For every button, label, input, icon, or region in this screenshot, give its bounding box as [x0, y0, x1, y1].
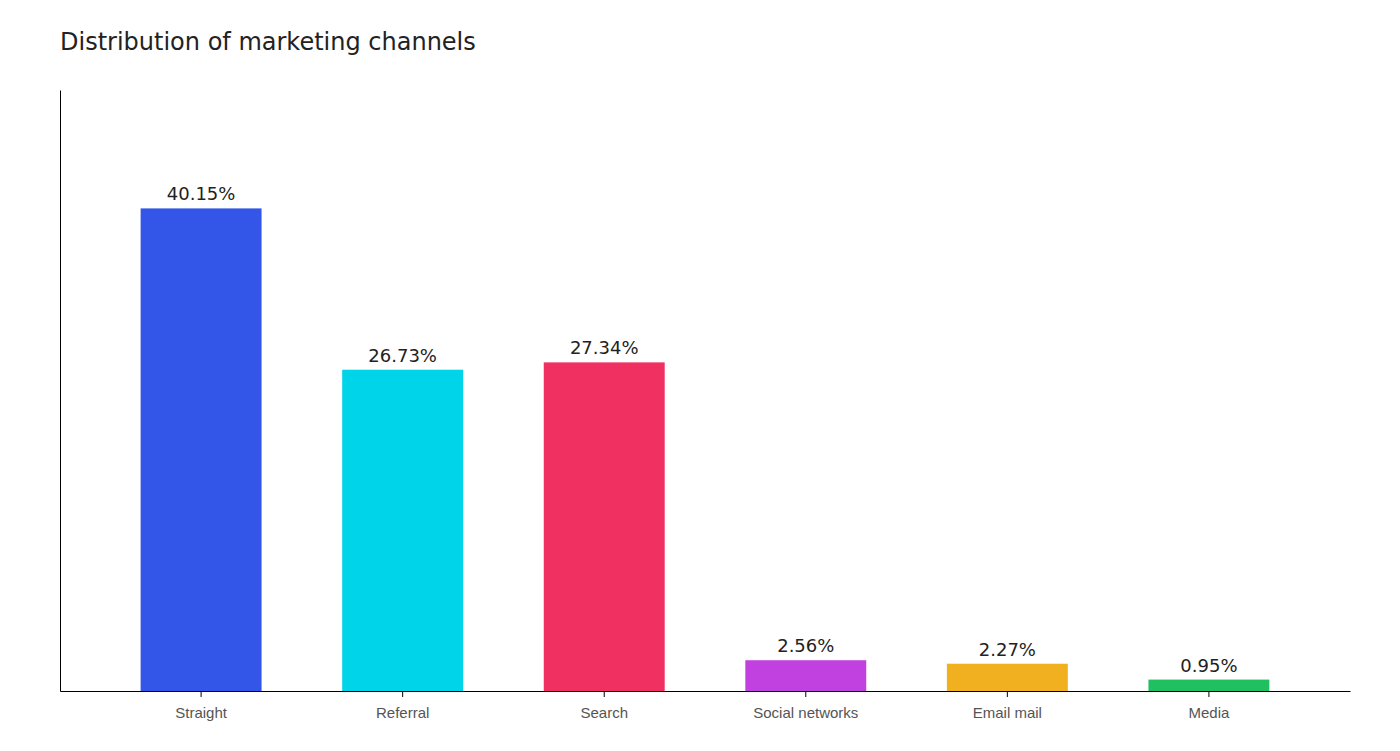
bar	[745, 660, 866, 691]
data-label: 2.56%	[777, 635, 834, 656]
x-axis-line	[61, 691, 1351, 692]
plot: Straight Referral Search Social networks Ema…	[61, 91, 1351, 722]
x-tick-label: Search	[580, 704, 628, 721]
x-tick-label: Email mail	[973, 704, 1042, 721]
bar	[141, 208, 262, 691]
x-tick-label: Media	[1188, 704, 1230, 721]
title: Distribution of marketing channels	[60, 28, 476, 56]
x-tick-label: Straight	[175, 704, 228, 721]
chart: Distribution of marketing channels Straig…	[0, 0, 1400, 751]
data-label: 0.95%	[1180, 655, 1237, 676]
x-tick: Email mail	[973, 691, 1042, 721]
x-tick-mark	[201, 691, 202, 697]
x-tick: Straight	[175, 691, 228, 721]
x-tick: Social networks	[753, 691, 858, 721]
bars	[141, 208, 1270, 691]
bar	[1148, 680, 1269, 691]
data-label: 27.34%	[570, 337, 639, 358]
x-tick-mark	[604, 691, 605, 697]
bar	[947, 664, 1068, 691]
x-tick-mark	[402, 691, 403, 697]
data-label: 2.27%	[979, 639, 1036, 660]
x-tick: Search	[580, 691, 628, 721]
y-axis-line	[60, 91, 61, 692]
x-tick-mark	[805, 691, 806, 697]
data-labels: 40.15% 26.73% 27.34% 2.56% 2.27% 0.95%	[167, 183, 1238, 675]
data-label: 40.15%	[167, 183, 236, 204]
bar	[544, 362, 665, 691]
x-tick-label: Referral	[376, 704, 429, 721]
data-label: 26.73%	[368, 345, 437, 366]
x-tick-mark	[1208, 691, 1209, 697]
x-tick-label: Social networks	[753, 704, 858, 721]
y-axis	[60, 91, 61, 692]
x-tick: Media	[1188, 691, 1230, 721]
x-axis: Straight Referral Search Social networks Ema…	[61, 691, 1351, 721]
x-tick-mark	[1007, 691, 1008, 697]
bar	[342, 370, 463, 691]
x-tick: Referral	[376, 691, 429, 721]
